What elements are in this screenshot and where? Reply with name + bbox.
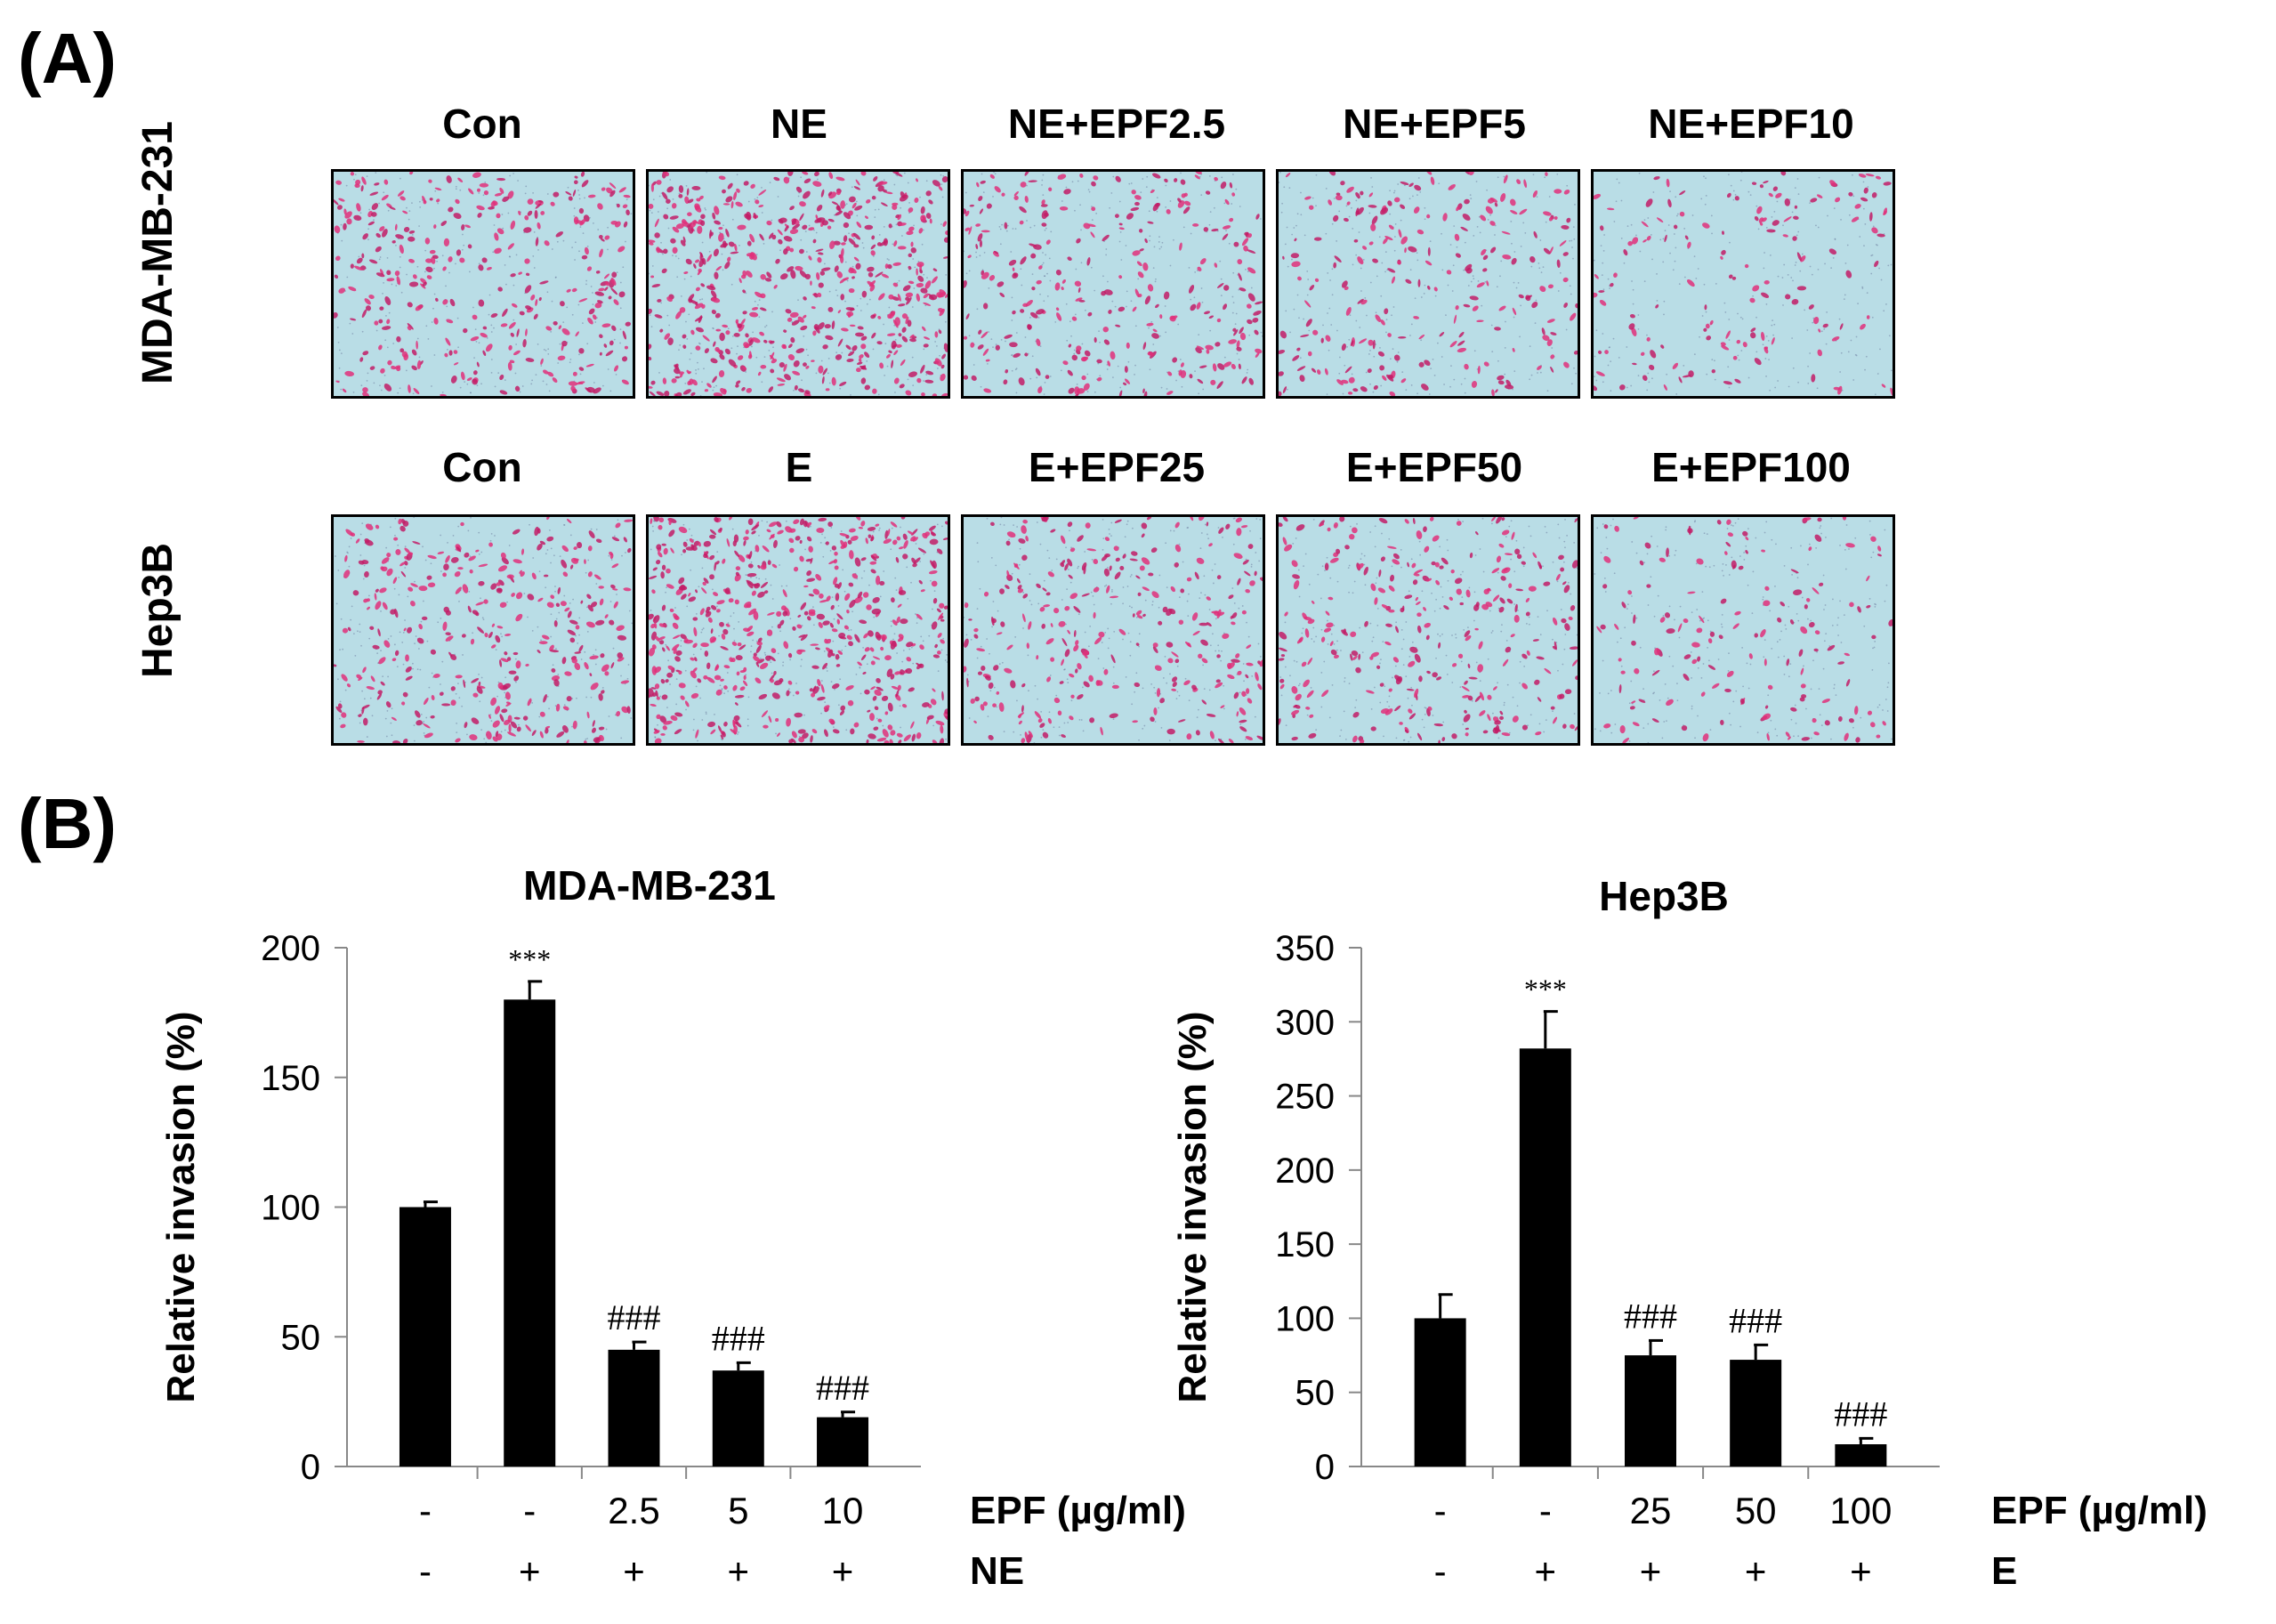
col-label-r1-c2: NE bbox=[771, 101, 827, 147]
y-tick-label-hep3b-3: 150 bbox=[1275, 1225, 1335, 1264]
treatment-mda-0-3: 5 bbox=[728, 1490, 748, 1531]
significance-mda-2: ### bbox=[608, 1297, 661, 1337]
treatment-mda-0-2: 2.5 bbox=[608, 1490, 659, 1531]
bar-mda-4 bbox=[817, 1417, 869, 1466]
treatment-label-mda-0: EPF (µg/ml) bbox=[970, 1489, 1186, 1532]
micrograph-r1-c1 bbox=[331, 169, 635, 399]
treatment-label-hep3b-1: E bbox=[1991, 1549, 2017, 1593]
treatment-mda-1-2: + bbox=[623, 1550, 645, 1592]
y-axis-label-mda: Relative invasion (%) bbox=[159, 1011, 203, 1402]
treatment-hep3b-1-4: + bbox=[1850, 1550, 1872, 1592]
y-tick-label-mda-0: 0 bbox=[301, 1448, 320, 1487]
micrograph-r2-c3 bbox=[961, 514, 1265, 746]
bar-hep3b-1 bbox=[1519, 1048, 1571, 1466]
y-tick-label-hep3b-0: 0 bbox=[1315, 1448, 1335, 1487]
treatment-hep3b-0-3: 50 bbox=[1735, 1490, 1777, 1531]
significance-mda-3: ### bbox=[712, 1318, 765, 1358]
col-label-r2-c2: E bbox=[785, 444, 813, 490]
y-tick-label-mda-4: 200 bbox=[261, 929, 320, 968]
bar-hep3b-3 bbox=[1730, 1360, 1782, 1466]
y-tick-label-hep3b-4: 200 bbox=[1275, 1151, 1335, 1191]
significance-mda-1: *** bbox=[508, 943, 551, 975]
treatment-hep3b-0-2: 25 bbox=[1630, 1490, 1672, 1531]
y-tick-label-hep3b-2: 100 bbox=[1275, 1299, 1335, 1338]
treatment-mda-1-0: - bbox=[419, 1550, 432, 1592]
significance-hep3b-1: *** bbox=[1524, 974, 1567, 1006]
y-tick-label-hep3b-6: 300 bbox=[1275, 1003, 1335, 1042]
bar-mda-3 bbox=[712, 1370, 764, 1466]
bar-hep3b-0 bbox=[1414, 1318, 1466, 1466]
micrograph-r1-c3 bbox=[961, 169, 1265, 399]
col-label-r2-c1: Con bbox=[442, 444, 522, 490]
bar-hep3b-2 bbox=[1625, 1355, 1676, 1466]
micrograph-r1-c2 bbox=[646, 169, 950, 399]
bar-mda-2 bbox=[608, 1349, 660, 1466]
treatment-mda-0-0: - bbox=[419, 1490, 432, 1531]
treatment-mda-1-1: + bbox=[519, 1550, 541, 1592]
micrograph-r2-c1 bbox=[331, 514, 635, 746]
micrograph-r1-c5 bbox=[1591, 169, 1895, 399]
treatment-hep3b-0-0: - bbox=[1434, 1490, 1447, 1531]
chart-title-mda: MDA-MB-231 bbox=[523, 862, 776, 909]
treatment-label-hep3b-0: EPF (µg/ml) bbox=[1991, 1489, 2207, 1532]
y-tick-label-mda-1: 50 bbox=[281, 1318, 321, 1357]
treatment-hep3b-0-4: 100 bbox=[1829, 1490, 1892, 1531]
treatment-mda-0-1: - bbox=[523, 1490, 536, 1531]
col-label-r1-c3: NE+EPF2.5 bbox=[1007, 101, 1226, 147]
col-label-r2-c5: E+EPF100 bbox=[1651, 444, 1851, 490]
treatment-mda-0-4: 10 bbox=[822, 1490, 864, 1531]
col-label-r1-c1: Con bbox=[442, 101, 522, 147]
col-label-r1-c4: NE+EPF5 bbox=[1343, 101, 1526, 147]
bar-mda-1 bbox=[504, 999, 556, 1466]
col-label-r2-c3: E+EPF25 bbox=[1028, 444, 1206, 490]
y-tick-label-mda-2: 100 bbox=[261, 1189, 320, 1228]
col-label-r2-c4: E+EPF50 bbox=[1345, 444, 1523, 490]
chart-mda: 0 50 100 150 200 Relative invasion (%) - - *** - +… bbox=[159, 929, 1186, 1593]
treatment-hep3b-0-1: - bbox=[1539, 1490, 1552, 1531]
treatment-hep3b-1-0: - bbox=[1434, 1550, 1447, 1592]
micrograph-r2-c4 bbox=[1276, 514, 1580, 746]
significance-hep3b-3: ### bbox=[1729, 1300, 1782, 1340]
y-tick-label-mda-3: 150 bbox=[261, 1059, 320, 1098]
micrograph-r2-c2 bbox=[646, 514, 950, 746]
chart-hep3b: 0 50 100 150 200 250 300 350 Relative invasion (… bbox=[1171, 929, 2207, 1593]
significance-hep3b-2: ### bbox=[1624, 1296, 1677, 1336]
significance-mda-4: ### bbox=[816, 1368, 869, 1408]
micrograph-r1-c4 bbox=[1276, 169, 1580, 399]
significance-hep3b-4: ### bbox=[1834, 1394, 1887, 1434]
y-axis-label-hep3b: Relative invasion (%) bbox=[1171, 1011, 1215, 1402]
treatment-label-mda-1: NE bbox=[970, 1549, 1024, 1593]
y-tick-label-hep3b-5: 250 bbox=[1275, 1078, 1335, 1117]
y-tick-label-hep3b-1: 50 bbox=[1295, 1374, 1336, 1413]
bar-hep3b-4 bbox=[1835, 1444, 1887, 1466]
treatment-hep3b-1-3: + bbox=[1745, 1550, 1767, 1592]
y-tick-label-hep3b-7: 350 bbox=[1275, 929, 1335, 968]
col-label-r1-c5: NE+EPF10 bbox=[1648, 101, 1854, 147]
micrograph-r2-c5 bbox=[1591, 514, 1895, 746]
bar-mda-0 bbox=[399, 1207, 451, 1466]
chart-title-hep3b: Hep3B bbox=[1599, 873, 1729, 919]
treatment-mda-1-4: + bbox=[832, 1550, 854, 1592]
panel-a-label: (A) bbox=[18, 19, 117, 98]
treatment-hep3b-1-2: + bbox=[1640, 1550, 1662, 1592]
treatment-hep3b-1-1: + bbox=[1535, 1550, 1557, 1592]
panel-b-label: (B) bbox=[18, 784, 117, 863]
treatment-mda-1-3: + bbox=[728, 1550, 750, 1592]
